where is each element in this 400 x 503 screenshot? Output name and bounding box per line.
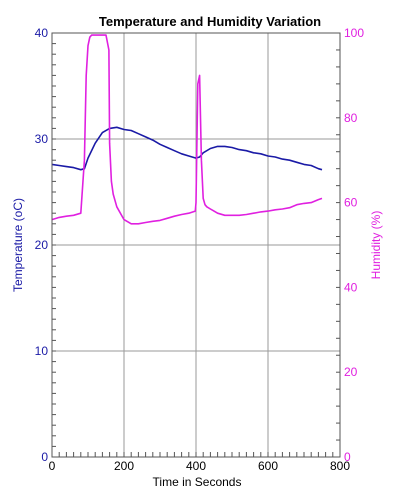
right-tick-label: 0 [344, 450, 351, 464]
temperature-line [51, 126, 323, 171]
right-tick-label: 20 [344, 365, 358, 379]
x-tick-label: 400 [186, 459, 206, 473]
grid-lines [51, 32, 341, 458]
x-tick-label: 0 [49, 459, 56, 473]
left-tick-label: 30 [35, 132, 49, 146]
left-tick-label: 40 [35, 26, 49, 40]
minor-ticks [51, 32, 341, 458]
humidity-line [51, 34, 323, 225]
x-tick-label: 800 [330, 459, 350, 473]
left-tick-label: 10 [35, 344, 49, 358]
x-tick-label: 200 [114, 459, 134, 473]
series-lines [51, 34, 323, 225]
left-tick-label: 20 [35, 238, 49, 252]
right-tick-label: 80 [344, 111, 358, 125]
right-axis-ticks: 0 20 40 60 80 100 [344, 26, 364, 464]
plot-frame [51, 32, 341, 458]
right-tick-label: 40 [344, 280, 358, 294]
x-axis-label: Time in Seconds [153, 475, 242, 489]
left-axis-ticks: 0 10 20 30 40 [35, 26, 49, 464]
left-axis-label: Temperature (oC) [11, 198, 25, 292]
right-tick-label: 60 [344, 196, 358, 210]
x-tick-label: 600 [258, 459, 278, 473]
left-tick-label: 0 [41, 450, 48, 464]
chart-title: Temperature and Humidity Variation [99, 14, 321, 29]
x-axis-ticks: 0 200 400 600 800 [49, 459, 351, 473]
right-tick-label: 100 [344, 26, 364, 40]
right-axis-label: Humidity (%) [369, 211, 383, 280]
